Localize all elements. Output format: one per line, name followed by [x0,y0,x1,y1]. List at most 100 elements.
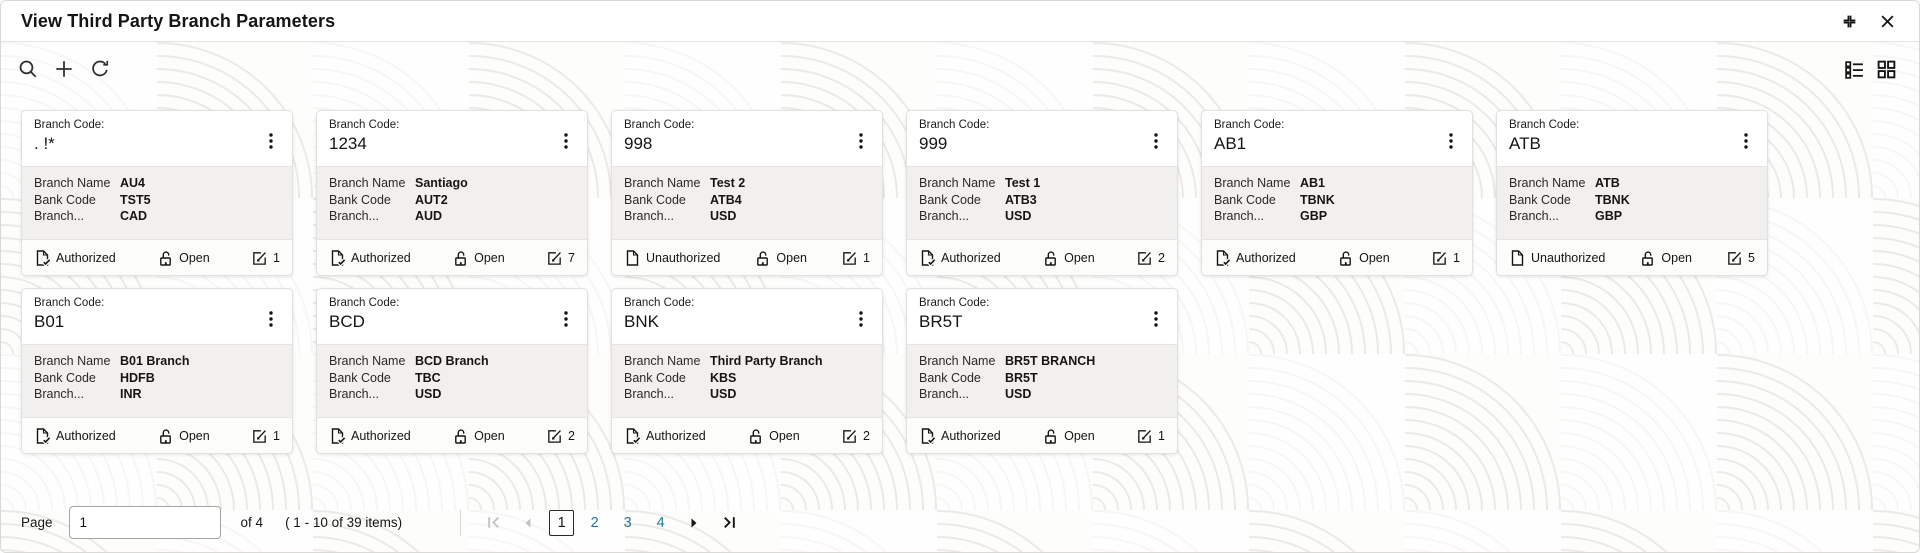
previous-page-button[interactable] [514,509,542,537]
list-view-button[interactable] [1842,57,1867,82]
authorization-status: Authorized [34,427,116,445]
edit-count-value: 2 [568,428,575,443]
page-number-input[interactable] [68,506,221,539]
list-view-icon [1845,60,1863,79]
open-padlock-icon [160,428,172,444]
card-footer: Authorized Open [22,239,292,275]
branch-card: Branch Code: 998 Branch Name Test 2 [611,110,883,276]
card-menu-button[interactable] [1143,297,1169,341]
card-menu-button[interactable] [553,119,579,163]
card-body: Branch Name Third Party Branch Bank Code… [612,344,882,417]
open-padlock-icon [1642,250,1654,266]
branch-currency-label: Branch... [34,209,85,223]
card-menu-button[interactable] [553,297,579,341]
branch-code-value: B01 [34,312,65,331]
record-status: Open [452,249,505,267]
page-link-1[interactable]: 1 [549,509,575,536]
authorization-status: Unauthorized [1509,249,1605,267]
card-menu-button[interactable] [1438,119,1464,163]
page-link-4[interactable]: 4 [648,510,673,536]
search-button[interactable] [15,56,41,82]
card-menu-button[interactable] [848,297,874,341]
card-footer: Unauthorized Open [1497,239,1767,275]
card-footer: Authorized Open [317,417,587,453]
card-body: Branch Name ATB Bank Code TBNK Branch...… [1497,166,1767,239]
branch-name-value: Test 1 [1005,176,1041,190]
record-status-text: Open [474,250,505,265]
open-padlock-icon [750,428,762,444]
refresh-button[interactable] [87,56,113,82]
document-check-icon [36,249,51,267]
collapse-window-button[interactable] [1839,11,1860,32]
record-status-text: Open [1064,250,1095,265]
card-menu-button[interactable] [258,119,284,163]
branch-name-label: Branch Name [624,354,701,368]
edit-count-value: 2 [1158,250,1165,265]
card-menu-button[interactable] [258,297,284,341]
branch-code-label: Branch Code: [624,297,695,309]
authorization-status-text: Authorized [941,250,1001,265]
first-page-button[interactable] [480,509,508,537]
bank-code-label: Bank Code [34,370,96,385]
next-page-button[interactable] [680,509,708,537]
authorization-status: Authorized [919,249,1001,267]
branch-currency-label: Branch... [1509,209,1560,223]
pager-controls: 1 2 3 4 [460,509,745,537]
close-button[interactable] [1878,12,1897,31]
record-status-text: Open [1661,250,1692,265]
branch-card: Branch Code: BCD Branch Name BCD Branch [316,288,588,454]
edit-count-value: 1 [273,428,280,443]
card-body: Branch Name Santiago Bank Code AUT2 Bran… [317,166,587,239]
branch-card-grid: Branch Code: . !* Branch Name AU4 [1,90,1811,454]
last-page-icon [723,517,735,528]
last-page-button[interactable] [714,509,742,537]
page-label: Page [21,515,53,530]
record-status: Open [754,249,807,267]
bank-code-label: Bank Code [1214,192,1276,207]
grid-view-button[interactable] [1874,57,1899,82]
card-menu-button[interactable] [1143,119,1169,163]
edit-count: 1 [1136,427,1165,445]
bank-code-label: Bank Code [1509,192,1571,207]
edit-count-value: 5 [1748,250,1755,265]
card-body: Branch Name BR5T BRANCH Bank Code BR5T B… [907,344,1177,417]
branch-currency-label: Branch... [624,387,675,401]
card-menu-button[interactable] [1733,119,1759,163]
record-status: Open [452,427,505,445]
branch-code-value: 998 [624,134,653,153]
card-header: Branch Code: BNK [612,289,882,344]
branch-code-label: Branch Code: [329,119,400,131]
branch-name-label: Branch Name [329,354,406,368]
card-body: Branch Name BCD Branch Bank Code TBC Bra… [317,344,587,417]
authorization-status: Authorized [34,249,116,267]
authorization-status-text: Authorized [646,428,706,443]
next-page-icon [691,518,697,527]
branch-code-label: Branch Code: [34,119,105,131]
bank-code-label: Bank Code [919,192,981,207]
branch-card: Branch Code: BNK Branch Name Third Party… [611,288,883,454]
page-title: View Third Party Branch Parameters [21,10,336,31]
page-link-2[interactable]: 2 [582,510,607,536]
open-padlock-icon [160,250,172,266]
edit-icon [1138,429,1151,443]
card-body: Branch Name B01 Branch Bank Code HDFB Br… [22,344,292,417]
authorization-status: Unauthorized [624,249,720,267]
edit-count-value: 1 [1453,250,1460,265]
edit-icon [253,251,266,265]
card-header: Branch Code: BR5T [907,289,1177,344]
authorization-status: Authorized [624,427,706,445]
branch-code-label: Branch Code: [624,119,695,131]
add-button[interactable] [51,56,77,82]
branch-name-label: Branch Name [34,176,111,190]
branch-currency-label: Branch... [329,209,380,223]
authorization-status-text: Authorized [941,428,1001,443]
page-link-3[interactable]: 3 [615,510,640,536]
edit-count: 2 [841,427,870,445]
bank-code-value: BR5T [1005,370,1038,385]
branch-code-label: Branch Code: [1214,119,1285,131]
card-header: Branch Code: ATB [1497,111,1767,166]
card-menu-button[interactable] [848,119,874,163]
branch-name-label: Branch Name [919,354,996,368]
bank-code-value: KBS [710,370,737,385]
branch-card: Branch Code: . !* Branch Name AU4 [21,110,293,276]
